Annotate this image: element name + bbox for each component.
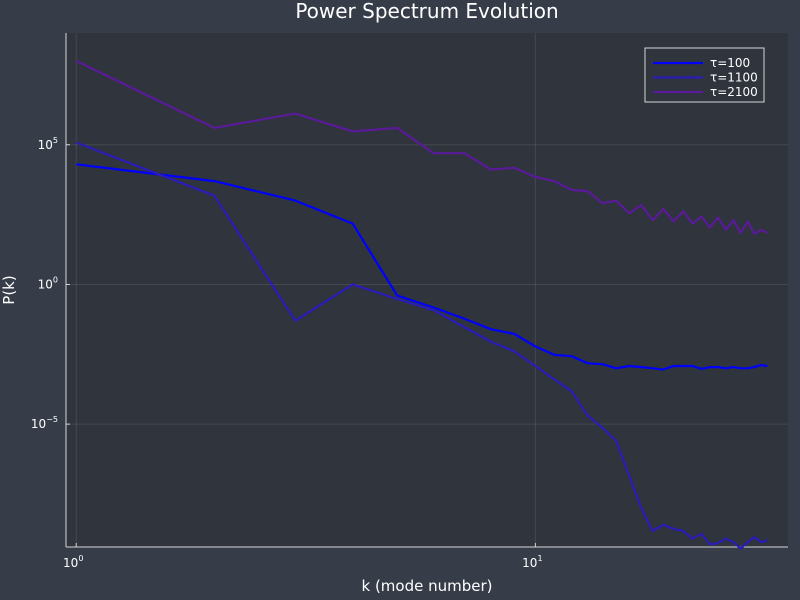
y-axis-label: P(k) <box>0 275 18 304</box>
series-line-3 <box>75 59 768 235</box>
x-axis-label: k (mode number) <box>361 577 492 595</box>
legend-label-3: τ=2100 <box>710 85 758 99</box>
series-line-2 <box>75 141 768 550</box>
chart-title: Power Spectrum Evolution <box>295 0 558 23</box>
legend-label-2: τ=1100 <box>710 71 758 85</box>
grid <box>66 33 788 547</box>
x-tick-label: 100 <box>63 554 83 570</box>
series-lines <box>75 59 768 550</box>
plot-area <box>66 33 788 547</box>
series-line-1 <box>76 163 768 371</box>
x-tick-label: 101 <box>522 554 542 570</box>
x-axis-ticks: 100 101 <box>63 543 543 570</box>
legend-label-1: τ=100 <box>710 56 750 70</box>
